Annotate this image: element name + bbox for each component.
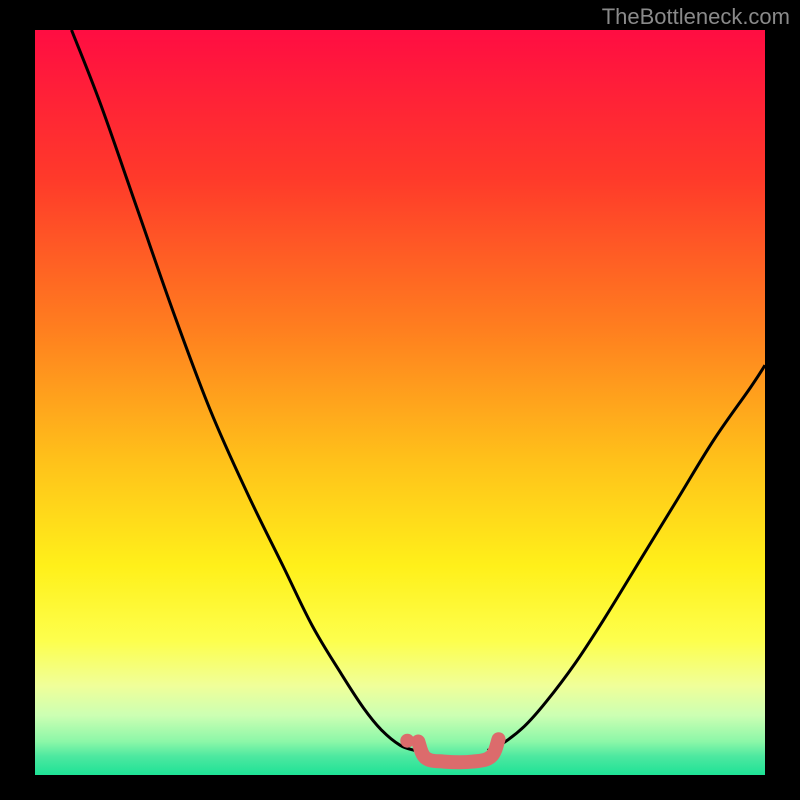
curve-right [488,365,765,750]
attribution-label: TheBottleneck.com [602,4,790,30]
optimal-range-marker [418,739,498,762]
optimal-range-dot [400,734,414,748]
bottleneck-curve-overlay [0,0,800,800]
curve-left [72,30,415,750]
